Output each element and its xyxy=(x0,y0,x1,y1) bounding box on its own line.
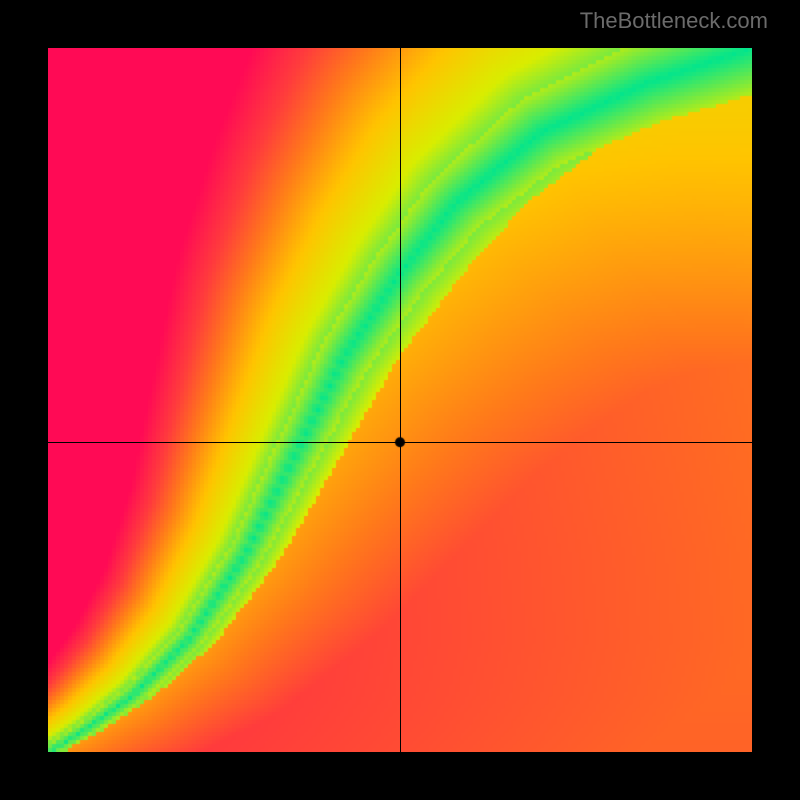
watermark-text: TheBottleneck.com xyxy=(580,8,768,34)
chart-container: TheBottleneck.com xyxy=(0,0,800,800)
crosshair-vertical xyxy=(400,48,401,752)
